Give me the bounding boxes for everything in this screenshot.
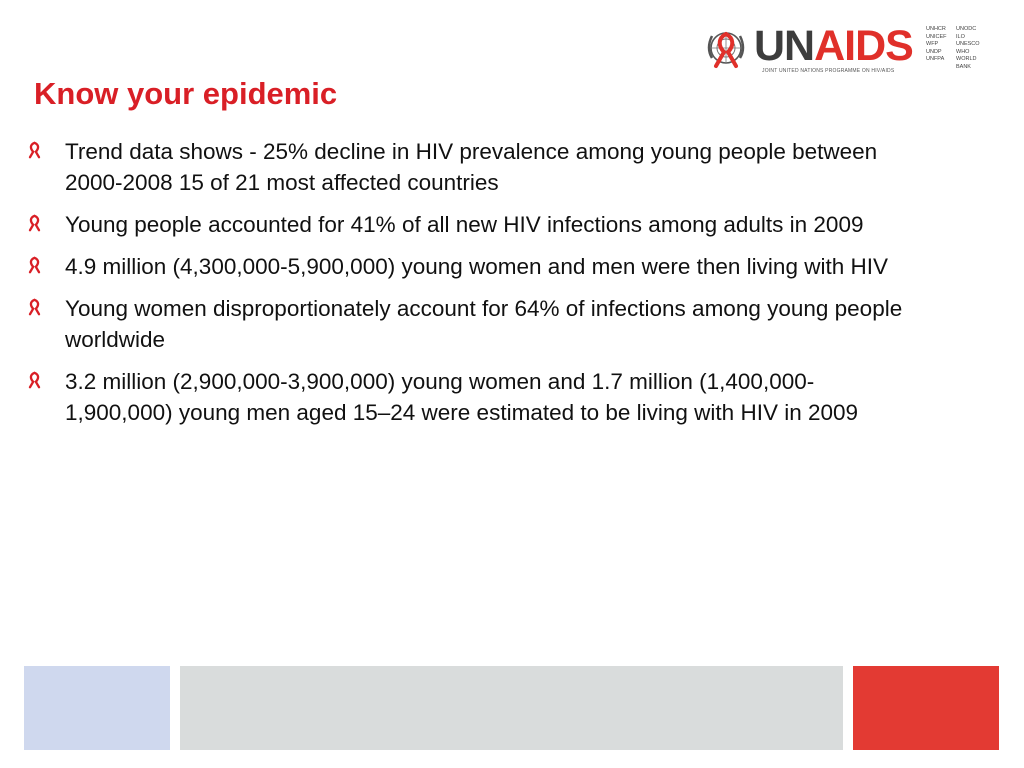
logo-tagline: JOINT UNITED NATIONS PROGRAMME ON HIV/AI… xyxy=(762,68,895,74)
red-ribbon-icon xyxy=(28,256,41,274)
bullet-item: Trend data shows - 25% decline in HIV pr… xyxy=(28,136,910,198)
footer-block-blue xyxy=(24,666,170,750)
footer-block-grey xyxy=(180,666,843,750)
cosponsor: UNODC xyxy=(956,26,977,32)
bullet-text: 3.2 million (2,900,000-3,900,000) young … xyxy=(65,369,859,425)
unaids-logo: UNAIDS JOINT UNITED NATIONS PROGRAMME ON… xyxy=(702,22,1002,74)
red-ribbon-icon xyxy=(28,298,41,316)
logo-wordmark: UNAIDS xyxy=(754,20,914,72)
logo-un-text: UN xyxy=(754,22,815,70)
cosponsor: UNICEF xyxy=(926,33,947,40)
logo-cosponsor-list: UNHCR UNODC UNICEF ILO WFP UNESCO UNDP W… xyxy=(926,26,990,71)
bullet-list: Trend data shows - 25% decline in HIV pr… xyxy=(28,136,910,439)
cosponsor: UNFPA xyxy=(926,56,945,62)
cosponsor: UNDP xyxy=(926,48,942,55)
bullet-item: Young women disproportionately account f… xyxy=(28,293,910,355)
slide-title: Know your epidemic xyxy=(34,76,338,111)
cosponsor: WORLD BANK xyxy=(956,56,977,70)
bullet-item: 4.9 million (4,300,000-5,900,000) young … xyxy=(28,251,910,282)
red-ribbon-icon xyxy=(28,371,41,389)
bullet-item: 3.2 million (2,900,000-3,900,000) young … xyxy=(28,366,910,428)
red-ribbon-icon xyxy=(28,141,41,159)
red-ribbon-icon xyxy=(28,214,41,232)
bullet-text: Young people accounted for 41% of all ne… xyxy=(65,212,864,237)
bullet-text: Trend data shows - 25% decline in HIV pr… xyxy=(65,139,878,195)
footer-block-red xyxy=(853,666,999,750)
bullet-text: 4.9 million (4,300,000-5,900,000) young … xyxy=(65,254,888,279)
cosponsor: WFP xyxy=(926,41,939,47)
cosponsor: UNHCR xyxy=(926,26,946,32)
cosponsor: WHO xyxy=(956,48,970,55)
cosponsor: UNESCO xyxy=(956,41,980,47)
logo-aids-text: AIDS xyxy=(814,22,914,70)
bullet-item: Young people accounted for 41% of all ne… xyxy=(28,209,910,240)
un-emblem-icon xyxy=(707,32,745,68)
cosponsor: ILO xyxy=(956,33,965,40)
bullet-text: Young women disproportionately account f… xyxy=(65,296,903,352)
